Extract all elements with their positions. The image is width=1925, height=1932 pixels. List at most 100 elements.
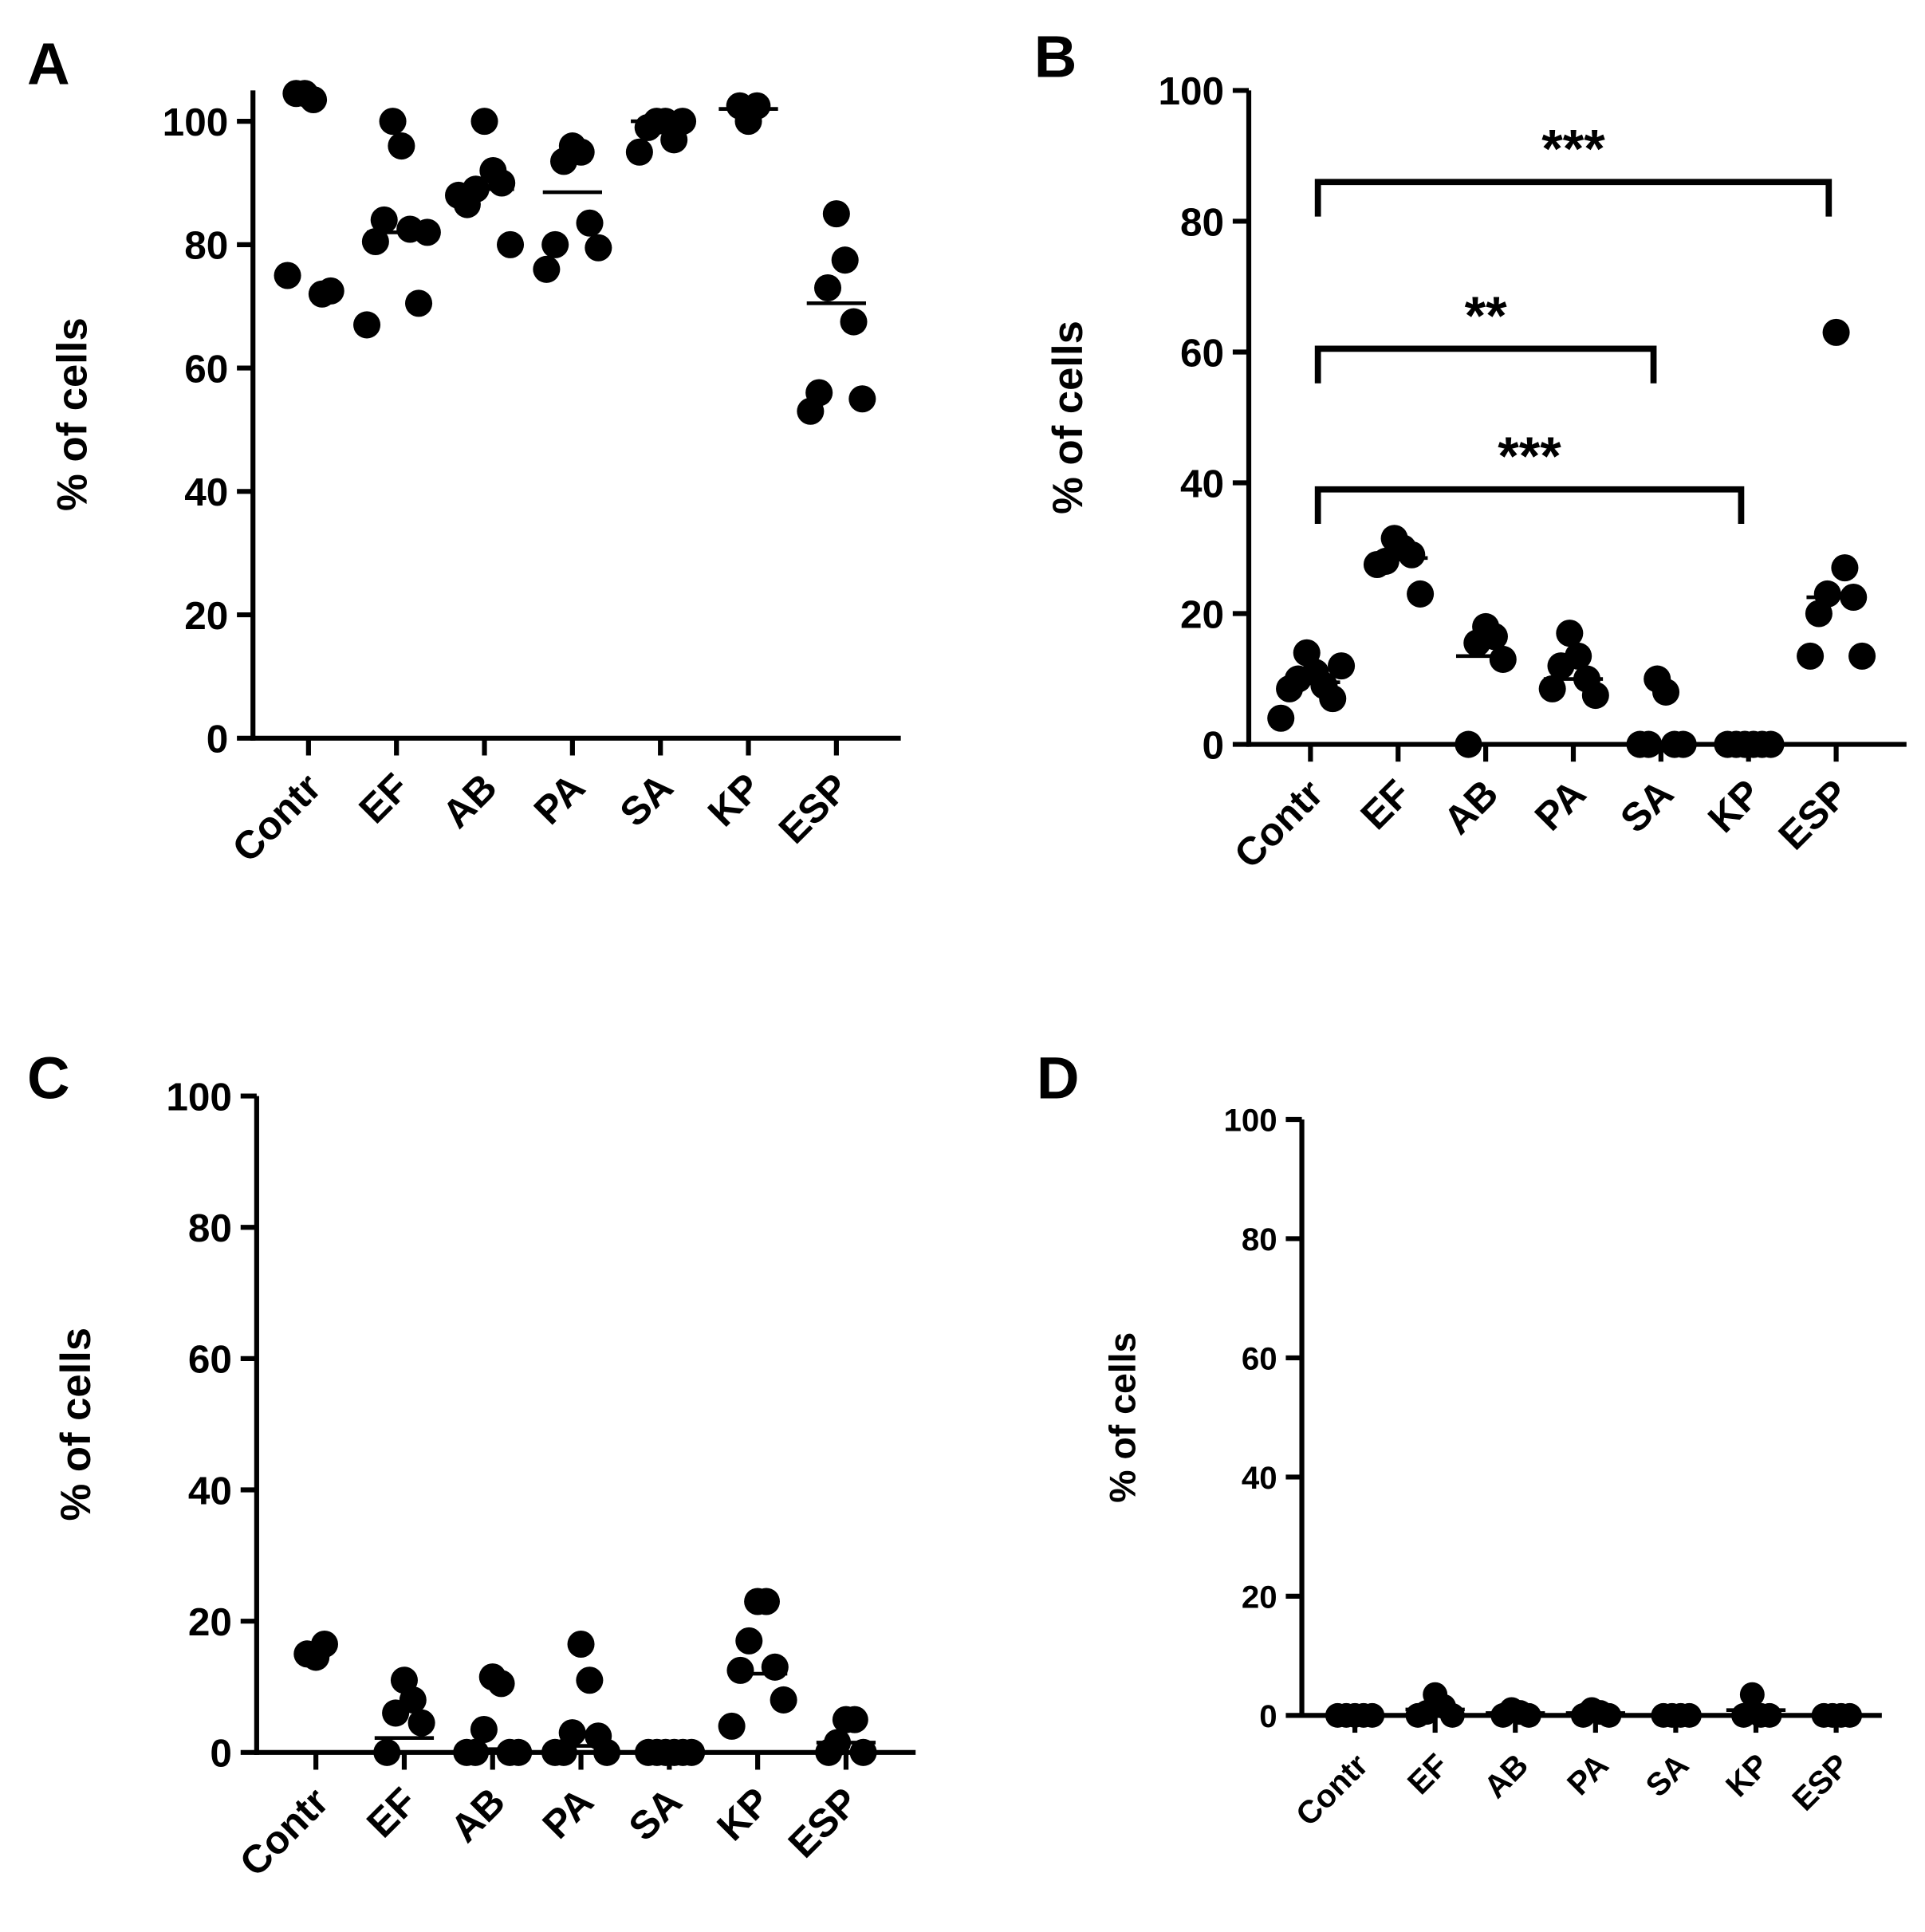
y-axis-title: % of cells (1045, 321, 1092, 514)
data-point (453, 1738, 481, 1766)
data-point (1490, 1702, 1516, 1728)
y-tick-label: 80 (184, 224, 228, 268)
x-tick-label: EF (1400, 1747, 1455, 1801)
data-point (361, 227, 389, 255)
data-point (445, 181, 473, 209)
data-point (533, 255, 561, 283)
data-point (293, 1640, 321, 1668)
y-tick-label: 100 (163, 100, 229, 144)
y-tick-label: 40 (1180, 462, 1224, 506)
significance-label: *** (1541, 119, 1605, 179)
data-point (726, 92, 754, 120)
data-point (405, 289, 433, 317)
x-tick-label: PA (1561, 1747, 1616, 1802)
y-tick-label: 100 (1158, 69, 1224, 113)
data-point (735, 1627, 763, 1655)
data-point (1276, 675, 1304, 702)
data-point (487, 1670, 515, 1698)
data-point (1363, 550, 1391, 579)
data-point (1547, 652, 1575, 680)
data-point (1848, 642, 1876, 670)
x-tick-label: ESP (780, 1780, 867, 1867)
y-tick-label: 40 (188, 1469, 232, 1513)
y-tick-label: 20 (184, 594, 228, 638)
x-tick-label: KP (1719, 1747, 1776, 1804)
data-point (282, 80, 310, 108)
x-tick-label: PA (526, 765, 593, 833)
y-tick-label: 0 (210, 1732, 232, 1776)
x-tick-label: Contr (1289, 1747, 1375, 1833)
x-tick-label: KP (709, 1780, 779, 1850)
data-point (1463, 629, 1491, 657)
data-point (1538, 675, 1566, 702)
y-axis-title: % of cells (1102, 1332, 1144, 1503)
y-tick-label: 40 (184, 470, 228, 514)
x-tick-label: AB (443, 1780, 514, 1851)
data-point (470, 108, 498, 136)
data-point (752, 1588, 780, 1615)
significance-bracket (1314, 179, 1832, 217)
y-tick-label: 20 (1180, 592, 1224, 636)
data-point (797, 397, 825, 425)
data-point (496, 230, 525, 258)
x-tick-label: ESP (1785, 1747, 1856, 1818)
data-point (388, 132, 415, 160)
x-tick-label: ESP (770, 765, 857, 852)
data-point (761, 1653, 789, 1681)
data-point (1405, 1702, 1431, 1728)
x-tick-label: SA (612, 765, 682, 836)
significance-bracket (1314, 486, 1745, 525)
y-tick-label: 20 (1242, 1579, 1277, 1615)
data-point (1489, 645, 1517, 673)
data-point (1267, 704, 1295, 732)
data-point (840, 308, 868, 336)
data-point (567, 1630, 595, 1658)
data-point (1439, 1702, 1465, 1728)
x-tick-label: AB (434, 765, 505, 836)
data-point (1831, 554, 1859, 582)
data-point (370, 206, 398, 234)
x-tick-label: KP (1700, 771, 1770, 841)
data-point (470, 1715, 498, 1744)
data-point (770, 1686, 797, 1714)
y-tick-label: 60 (1242, 1340, 1277, 1376)
data-point (831, 246, 859, 274)
data-point (1516, 1702, 1541, 1728)
data-point (1328, 652, 1356, 680)
data-point (505, 1738, 533, 1766)
x-tick-label: SA (620, 1780, 691, 1850)
data-point (1757, 1702, 1782, 1728)
data-point (541, 1738, 569, 1766)
y-tick-label: 20 (188, 1600, 232, 1644)
y-tick-label: 60 (188, 1338, 232, 1382)
x-tick-label: AB (1477, 1747, 1535, 1805)
data-point (353, 311, 381, 339)
panel-label: D (1037, 1045, 1080, 1112)
data-point (1731, 1702, 1757, 1728)
y-tick-label: 0 (207, 718, 229, 761)
data-point (1398, 541, 1426, 569)
data-point (849, 1738, 877, 1766)
y-tick-label: 0 (1203, 723, 1225, 767)
data-point (585, 234, 612, 262)
x-tick-label: PA (1526, 771, 1594, 839)
y-tick-label: 80 (188, 1206, 232, 1250)
panel-label: A (27, 31, 70, 97)
x-tick-label: EF (359, 1780, 426, 1847)
data-point (1455, 730, 1482, 758)
data-point (634, 113, 662, 141)
x-tick-label: PA (534, 1780, 602, 1847)
y-tick-label: 60 (184, 347, 228, 391)
x-tick-label: EF (351, 765, 418, 832)
y-axis-title: % of cells (49, 317, 96, 511)
data-point (1739, 1682, 1765, 1707)
data-point (1822, 318, 1850, 346)
y-tick-label: 100 (166, 1075, 232, 1119)
x-tick-label: SA (1639, 1747, 1695, 1804)
data-point (274, 262, 301, 289)
data-point (541, 230, 569, 258)
data-point (1556, 620, 1584, 647)
y-tick-label: 100 (1223, 1102, 1277, 1138)
x-tick-label: ESP (1770, 771, 1857, 858)
data-point (1319, 685, 1347, 713)
